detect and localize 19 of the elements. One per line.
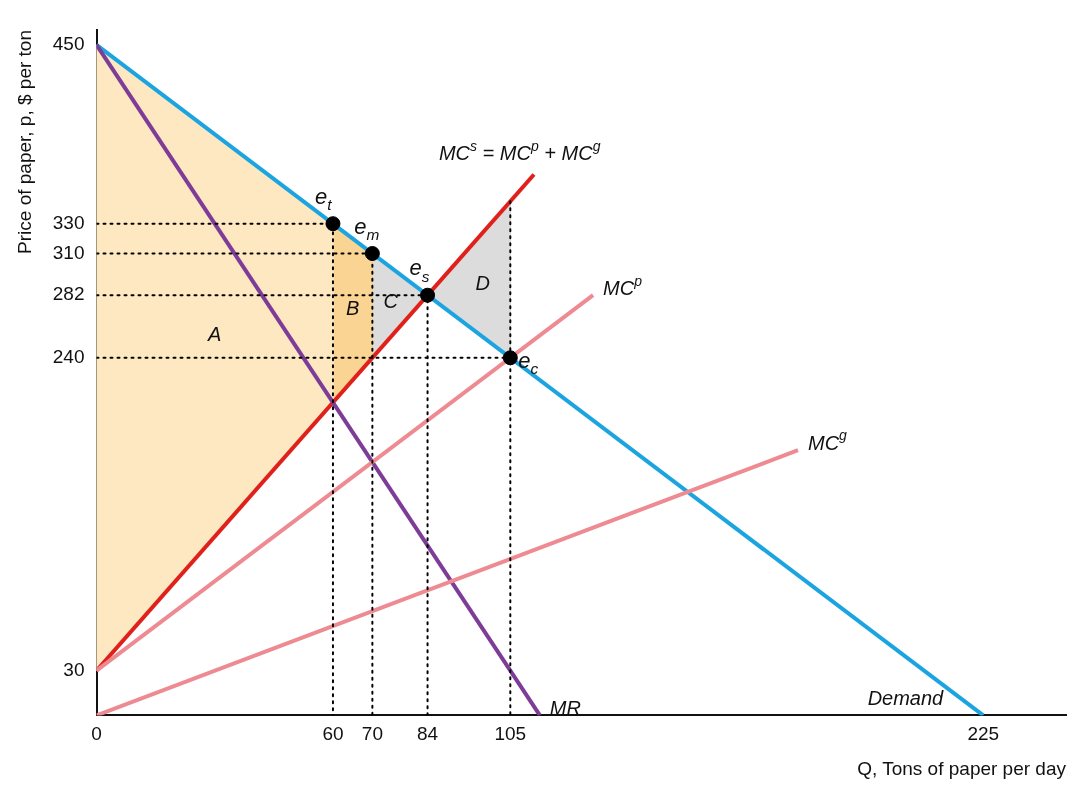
x-tick-label: 84 — [416, 723, 439, 745]
series-label: Demand — [867, 686, 945, 709]
y-tick-label: 30 — [63, 658, 85, 680]
y-tick-label: 282 — [52, 283, 85, 305]
y-tick-label: 240 — [52, 346, 85, 368]
y-axis-title: Price of paper, p, $ per ton — [13, 30, 35, 254]
series-label: A — [207, 323, 222, 346]
y-tick-label: 450 — [52, 33, 85, 55]
x-tick-label: 60 — [322, 723, 344, 745]
x-tick-label: 0 — [91, 723, 102, 745]
x-tick-label: 225 — [967, 723, 1000, 745]
series-label: D — [475, 272, 490, 295]
x-axis-title: Q, Tons of paper per day — [857, 757, 1067, 779]
x-tick-label: 105 — [494, 723, 527, 745]
x-tick-label: 70 — [361, 723, 383, 745]
y-tick-label: 330 — [52, 211, 85, 233]
series-label: C — [383, 289, 399, 312]
series-label: B — [346, 296, 360, 319]
y-tick-label: 310 — [52, 241, 85, 263]
